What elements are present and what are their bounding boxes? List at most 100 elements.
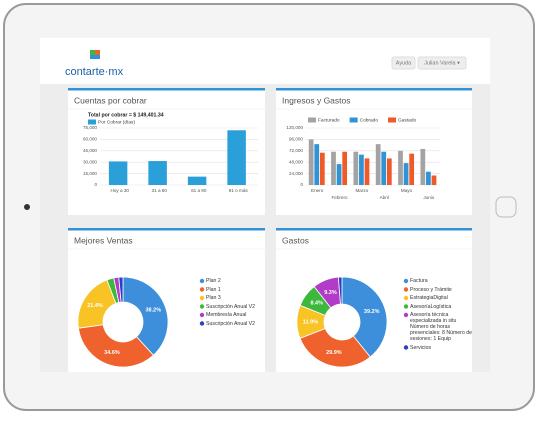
y-tick-label: 60,000 bbox=[83, 137, 97, 142]
y-tick-label: 48,000 bbox=[289, 159, 303, 164]
bar bbox=[308, 139, 314, 185]
user-menu-label: Julian Varela ▾ bbox=[424, 60, 460, 66]
bar bbox=[331, 151, 336, 185]
bar bbox=[364, 158, 370, 185]
y-tick-label: 30,000 bbox=[83, 159, 97, 164]
pie-slice bbox=[118, 276, 124, 303]
user-menu[interactable] bbox=[417, 56, 467, 70]
panel-accent bbox=[276, 88, 472, 91]
legend-label: Plan 3 bbox=[206, 295, 221, 301]
bar bbox=[353, 151, 359, 185]
home-button[interactable] bbox=[495, 196, 517, 218]
panel-accent bbox=[276, 228, 472, 231]
y-tick-label: 75,000 bbox=[83, 125, 97, 130]
bar bbox=[420, 148, 426, 185]
x-tick-label: 31 a 60 bbox=[152, 188, 168, 193]
pie-slice bbox=[299, 328, 371, 368]
legend-label: Plan 1 bbox=[206, 286, 221, 293]
y-tick-label: 72,000 bbox=[289, 148, 303, 153]
panel-accent bbox=[68, 88, 265, 91]
x-tick-label: Febrero bbox=[331, 195, 348, 200]
legend-label: Asesoría técnica especializada in situ N… bbox=[410, 312, 472, 342]
bar bbox=[431, 175, 437, 185]
pie-slice bbox=[337, 276, 343, 305]
logo-icon bbox=[90, 50, 95, 55]
bar bbox=[187, 176, 207, 185]
help-button[interactable] bbox=[391, 56, 416, 70]
x-tick-label: Hoy a 30 bbox=[111, 188, 130, 193]
legend-label: Plan 2 bbox=[206, 278, 221, 284]
x-tick-label: 61 a 90 bbox=[191, 188, 207, 193]
bar bbox=[319, 152, 325, 185]
panel-title: Mejores Ventas bbox=[74, 235, 133, 245]
x-tick-label: Enero bbox=[311, 188, 324, 193]
bar bbox=[342, 151, 348, 185]
legend-entry: Servicios bbox=[410, 344, 432, 351]
legend-entry: AsesoríaLogística bbox=[410, 303, 452, 310]
legend-swatch bbox=[403, 287, 409, 292]
data-label: 34.6% bbox=[104, 350, 120, 356]
x-tick-label: Marzo bbox=[355, 188, 368, 193]
bar bbox=[314, 144, 320, 185]
legend-label: Gastado bbox=[398, 117, 416, 123]
legend-entry: Suscripción Anual V2 bbox=[206, 304, 255, 310]
legend-entry: Plan 2 bbox=[206, 278, 221, 284]
legend-swatch bbox=[403, 312, 409, 318]
legend-entry: Asesoría técnica especializada in situ N… bbox=[410, 312, 472, 342]
y-tick-label: 0 bbox=[300, 182, 303, 187]
panel-accent bbox=[68, 228, 265, 231]
panel-title: Gastos bbox=[282, 235, 309, 245]
y-tick-label: 45,000 bbox=[83, 148, 97, 153]
legend-swatch bbox=[403, 278, 409, 284]
legend-entry: Membresía Anual bbox=[206, 312, 247, 318]
chart-subtitle: Total por cobrar = $ 149,401.34 bbox=[88, 112, 164, 118]
legend-swatch bbox=[349, 117, 358, 123]
logo-icon bbox=[95, 50, 100, 55]
bar bbox=[148, 161, 167, 185]
legend-swatch bbox=[199, 287, 205, 292]
y-tick-label: 0 bbox=[94, 182, 97, 187]
bar bbox=[409, 153, 415, 185]
legend-swatch bbox=[199, 295, 205, 301]
panel-title: Cuentas por cobrar bbox=[74, 95, 147, 105]
bar bbox=[108, 161, 128, 185]
panel bbox=[276, 88, 472, 215]
pie-slice bbox=[77, 324, 154, 368]
bar bbox=[398, 150, 403, 185]
data-label: 39.2% bbox=[364, 309, 380, 315]
bar bbox=[375, 144, 381, 185]
legend-label: Suscripción Anual V2 bbox=[206, 320, 256, 327]
legend-entry: Proceso y Trámite bbox=[410, 286, 452, 293]
legend-swatch bbox=[403, 304, 409, 309]
x-tick-label: Mayo bbox=[401, 188, 413, 193]
legend-label: Servicios bbox=[410, 344, 432, 351]
y-tick-label: 96,000 bbox=[289, 137, 303, 142]
bar bbox=[403, 163, 409, 185]
bar bbox=[227, 130, 246, 185]
legend-label: Factura bbox=[410, 278, 428, 284]
legend-entry: Suscripción Anual V2 bbox=[206, 320, 256, 327]
legend-label: Proceso y Trámite bbox=[410, 286, 452, 293]
legend-label: Por Cobrar (días) bbox=[98, 119, 135, 125]
legend-swatch bbox=[403, 295, 409, 301]
y-tick-label: 120,000 bbox=[286, 125, 303, 130]
camera bbox=[24, 204, 30, 210]
legend-entry: Plan 1 bbox=[206, 286, 221, 293]
legend-swatch bbox=[199, 321, 205, 326]
legend-entry: EstrategiaDigital bbox=[410, 295, 448, 301]
x-tick-label: 91 o más bbox=[229, 188, 249, 193]
data-label: 29.9% bbox=[326, 350, 342, 356]
legend-swatch bbox=[403, 345, 409, 350]
legend-swatch bbox=[199, 312, 205, 318]
legend-label: AsesoríaLogística bbox=[410, 303, 452, 310]
legend-label: Facturado bbox=[318, 117, 340, 123]
legend-entry: Factura bbox=[410, 278, 428, 284]
bar bbox=[336, 164, 342, 185]
x-tick-label: Abril bbox=[380, 195, 389, 200]
legend-label: Membresía Anual bbox=[206, 312, 247, 318]
y-tick-label: 24,000 bbox=[289, 171, 303, 176]
legend-entry: Plan 3 bbox=[206, 295, 221, 301]
bar bbox=[386, 158, 392, 185]
